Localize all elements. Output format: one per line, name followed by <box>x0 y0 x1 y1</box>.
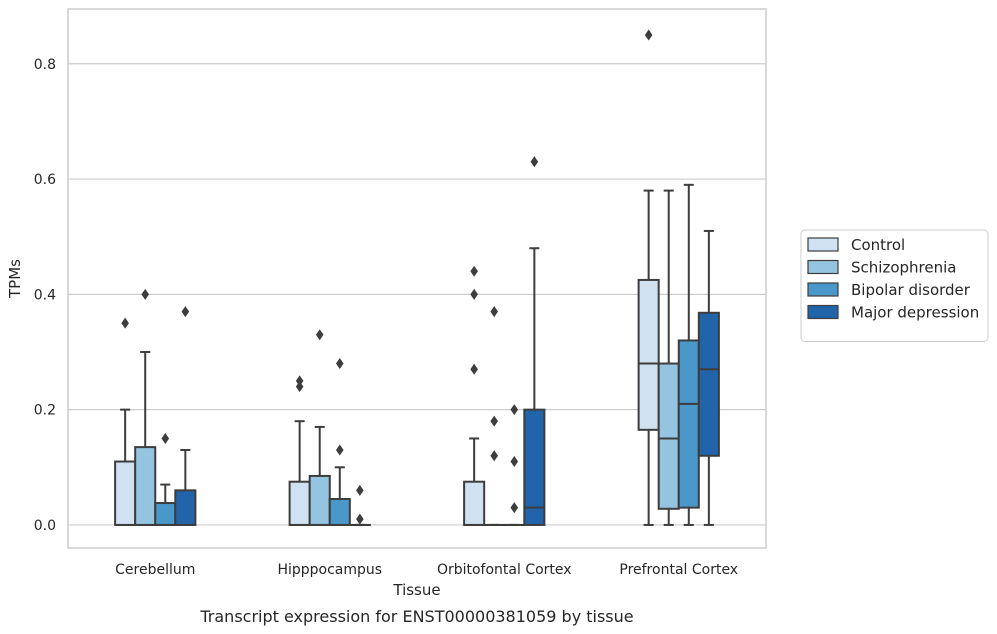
x-axis-label: Tissue <box>392 581 440 599</box>
box <box>308 329 331 526</box>
outlier-point <box>315 329 324 341</box>
box <box>114 317 137 526</box>
outlier-point <box>470 265 478 277</box>
outlier-point <box>121 317 129 329</box>
box <box>523 156 546 526</box>
box <box>154 432 177 526</box>
box-body <box>677 339 700 509</box>
chart-caption: Transcript expression for ENST0000038105… <box>199 607 633 626</box>
outlier-point <box>356 484 364 496</box>
box <box>134 288 157 526</box>
box <box>288 375 311 526</box>
outlier-point <box>141 288 150 300</box>
outlier-point <box>490 415 499 427</box>
box <box>463 265 486 526</box>
legend-swatch <box>807 259 839 275</box>
y-axis-label: TPMs <box>6 259 24 299</box>
outlier-point <box>295 381 304 393</box>
legend-label: Major depression <box>851 304 979 322</box>
outlier-point <box>335 358 344 370</box>
box-body <box>463 480 486 526</box>
outlier-point <box>510 404 519 416</box>
outlier-point <box>470 363 478 375</box>
box <box>174 306 197 526</box>
legend-label: Schizophrenia <box>851 259 956 277</box>
y-tick-labels: 0.0 0.2 0.4 0.6 0.8 <box>34 57 56 534</box>
outlier-point <box>295 375 304 387</box>
legend-label: Control <box>851 236 905 254</box>
box <box>348 484 371 526</box>
legend-swatch <box>807 304 839 320</box>
y-tick-label: 0.0 <box>34 518 56 534</box>
plot-frame <box>67 8 767 549</box>
box-body <box>114 460 137 526</box>
outlier-point <box>510 502 519 514</box>
outlier-point <box>510 456 519 468</box>
x-tick-label: Hipppocampus <box>277 562 382 578</box>
x-tick-label: Cerebellum <box>115 562 195 578</box>
y-tick-label: 0.6 <box>34 172 56 188</box>
box <box>637 29 660 526</box>
outlier-point <box>490 306 499 318</box>
box <box>503 404 526 526</box>
box-body <box>697 311 720 457</box>
y-tick-label: 0.4 <box>34 287 56 303</box>
legend-swatch <box>807 282 839 297</box>
legend-frame <box>800 229 989 342</box>
box-series <box>114 29 720 526</box>
y-tick-label: 0.8 <box>34 57 56 73</box>
box-body <box>154 502 177 526</box>
x-tick-labels: Cerebellum Hipppocampus Orbitofontal Corte… <box>115 562 738 578</box>
box-body <box>657 362 680 510</box>
outlier-point <box>356 513 364 525</box>
outlier-point <box>470 288 478 300</box>
legend: Control Schizophrenia Bipolar disorder Majo… <box>800 229 989 342</box>
outlier-point <box>181 306 190 318</box>
box <box>483 306 506 526</box>
box-body <box>523 408 546 526</box>
box <box>697 229 720 526</box>
legend-swatch <box>807 237 839 252</box>
x-tick-label: Orbitofontal Cortex <box>437 562 572 578</box>
legend-label: Bipolar disorder <box>851 281 971 299</box>
y-tick-label: 0.2 <box>34 403 56 419</box>
box-body <box>308 474 331 526</box>
outlier-point <box>335 444 344 456</box>
x-tick-label: Prefrontal Cortex <box>619 562 738 578</box>
outlier-point <box>530 156 539 168</box>
box-body <box>328 498 351 526</box>
box <box>657 189 680 526</box>
box-body <box>637 278 660 431</box>
box <box>328 358 351 526</box>
box-body <box>288 480 311 526</box>
box-body <box>174 489 197 526</box>
outlier-point <box>490 450 499 462</box>
outlier-point <box>644 29 653 41</box>
outlier-point <box>161 432 170 444</box>
box-body <box>134 446 157 526</box>
box <box>677 183 700 526</box>
